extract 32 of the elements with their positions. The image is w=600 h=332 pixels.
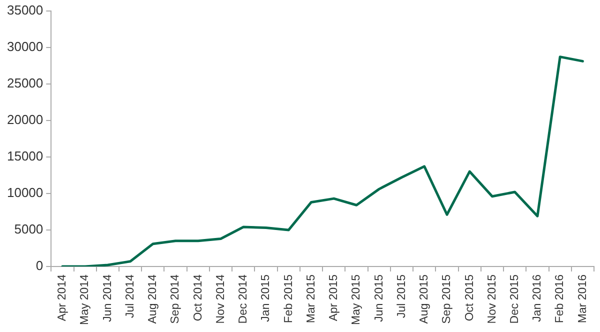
y-tick-label: 30000 [6, 38, 44, 54]
x-tick-label: Aug 2014 [147, 274, 160, 324]
x-tick-label: Apr 2014 [56, 274, 69, 322]
x-tick-label: Jan 2016 [532, 274, 544, 322]
x-tick-label: Sep 2014 [170, 274, 182, 324]
x-tick-label: Apr 2015 [328, 274, 340, 322]
x-tick-label: Jan 2015 [260, 274, 272, 322]
y-tick-label: 15000 [6, 148, 44, 164]
x-tick-label: May 2015 [350, 274, 363, 326]
x-tick-label: Dec 2014 [238, 274, 250, 324]
y-tick-label: 0 [36, 258, 44, 274]
x-tick-label: Oct 2015 [464, 274, 476, 322]
x-tick-label: Dec 2015 [509, 274, 522, 324]
x-tick-label: Oct 2014 [192, 274, 204, 322]
x-tick-label: Jun 2014 [102, 274, 114, 322]
x-tick-label: Mar 2016 [576, 274, 589, 324]
x-tick-label: Nov 2014 [214, 274, 227, 324]
y-tick-label: 10000 [6, 185, 44, 200]
y-tick-label: 5000 [14, 222, 44, 237]
x-tick-label: Feb 2015 [282, 274, 295, 324]
x-tick-label: Sep 2015 [441, 274, 454, 324]
y-tick-label: 35000 [6, 2, 44, 18]
x-tick-label: Jun 2015 [373, 274, 386, 322]
x-tick-label: Aug 2015 [418, 274, 431, 324]
x-tick-label: Feb 2016 [554, 274, 566, 324]
x-tick-label: Jul 2014 [124, 274, 136, 318]
x-tick-label: Nov 2015 [486, 274, 498, 324]
y-tick-label: 25000 [6, 75, 44, 90]
x-tick-label: Mar 2015 [305, 274, 318, 324]
y-tick-label: 20000 [6, 112, 44, 127]
x-tick-label: Jul 2015 [396, 274, 408, 318]
x-tick-label: May 2014 [79, 274, 92, 326]
